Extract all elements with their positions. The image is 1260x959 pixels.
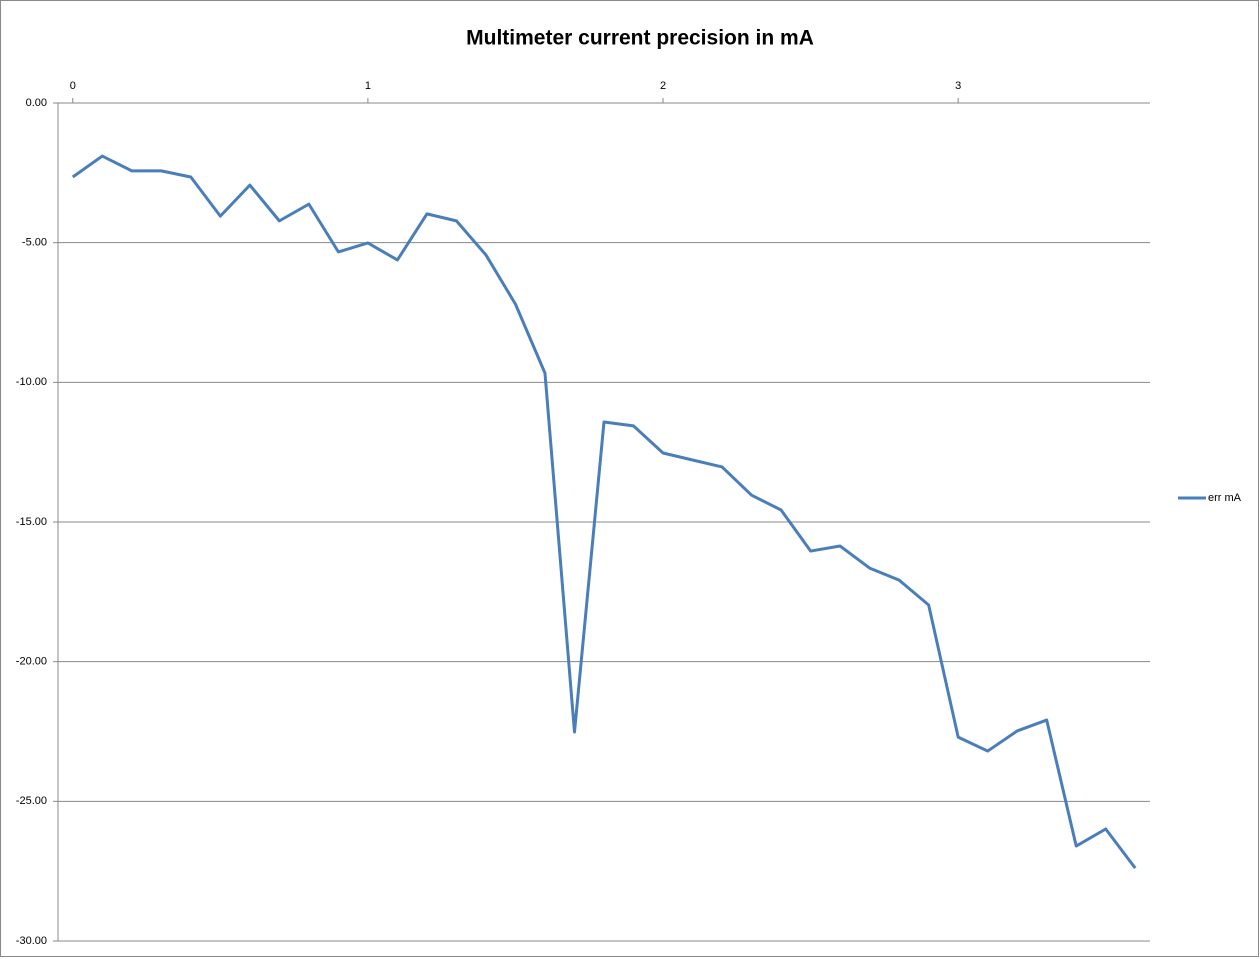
x-tick-label: 1 <box>365 80 371 92</box>
y-tick-label: -5.00 <box>22 237 47 249</box>
y-tick-label: -10.00 <box>16 376 47 388</box>
y-tick-label: -30.00 <box>16 935 47 947</box>
chart-title: Multimeter current precision in mA <box>466 27 814 50</box>
y-tick-label: -20.00 <box>16 656 47 668</box>
series-line <box>71 154 1137 869</box>
y-tick-label: 0.00 <box>26 97 47 109</box>
y-tick-label: -25.00 <box>16 795 47 807</box>
x-tick-label: 0 <box>70 80 76 92</box>
x-tick-label: 3 <box>955 80 961 92</box>
legend-label: err mA <box>1208 492 1242 504</box>
x-tick-label: 2 <box>660 80 666 92</box>
y-tick-label: -15.00 <box>16 516 47 528</box>
